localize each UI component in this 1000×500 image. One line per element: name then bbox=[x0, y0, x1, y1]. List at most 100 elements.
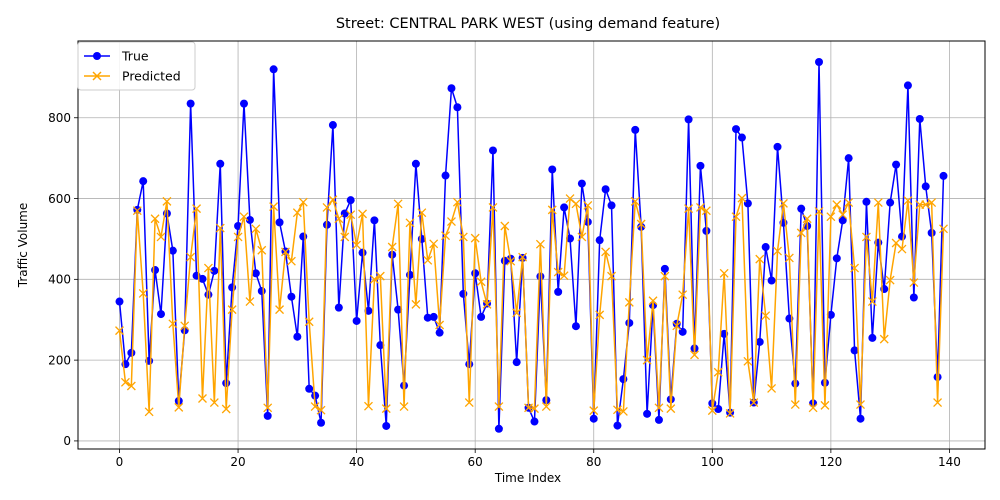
data-point-predicted bbox=[731, 212, 741, 222]
data-point-true bbox=[903, 81, 912, 90]
y-tick-label: 200 bbox=[48, 353, 71, 367]
data-point-true bbox=[156, 310, 165, 319]
data-point-true bbox=[512, 358, 521, 367]
data-point-predicted bbox=[933, 398, 943, 408]
data-point-predicted bbox=[387, 242, 397, 252]
data-point-true bbox=[376, 341, 385, 350]
data-point-predicted bbox=[583, 200, 593, 210]
data-point-true bbox=[382, 421, 391, 430]
data-point-predicted bbox=[577, 232, 587, 242]
data-point-predicted bbox=[405, 218, 415, 228]
data-point-true bbox=[477, 312, 486, 321]
data-point-predicted bbox=[903, 196, 913, 206]
data-point-predicted bbox=[808, 403, 818, 413]
data-point-true bbox=[210, 266, 219, 275]
data-point-predicted bbox=[802, 214, 812, 224]
data-point-predicted bbox=[435, 320, 445, 330]
data-point-predicted bbox=[458, 232, 468, 242]
data-point-predicted bbox=[482, 299, 492, 309]
data-point-true bbox=[797, 204, 806, 213]
data-point-true bbox=[453, 103, 462, 112]
data-point-predicted bbox=[162, 196, 172, 206]
legend-true-marker bbox=[93, 52, 101, 60]
data-point-predicted bbox=[713, 367, 723, 377]
data-point-predicted bbox=[174, 402, 184, 412]
data-point-predicted bbox=[512, 308, 522, 318]
data-point-predicted bbox=[203, 263, 213, 273]
data-point-predicted bbox=[530, 404, 539, 414]
data-point-predicted bbox=[618, 406, 628, 416]
data-point-true bbox=[755, 337, 764, 346]
data-point-predicted bbox=[310, 402, 320, 412]
data-point-true bbox=[269, 65, 278, 74]
data-point-true bbox=[761, 243, 770, 252]
data-point-true bbox=[737, 133, 746, 142]
data-point-predicted bbox=[814, 207, 824, 216]
data-point-predicted bbox=[334, 214, 344, 224]
y-tick-label: 0 bbox=[63, 434, 71, 448]
data-point-predicted bbox=[120, 377, 130, 387]
data-point-predicted bbox=[879, 334, 889, 344]
series-layer bbox=[115, 58, 948, 433]
x-tick-label: 20 bbox=[230, 455, 245, 469]
data-point-true bbox=[530, 417, 539, 426]
data-point-predicted bbox=[364, 401, 373, 411]
axis-ticks: 0 20 40 60 80 100 120 140 0 200 400 600 800 bbox=[48, 111, 961, 469]
data-point-predicted bbox=[168, 319, 178, 329]
data-point-true bbox=[560, 203, 569, 212]
data-point-predicted bbox=[684, 204, 694, 214]
data-point-true bbox=[571, 322, 580, 331]
data-point-predicted bbox=[873, 198, 883, 208]
data-point-predicted bbox=[642, 355, 652, 365]
data-point-true bbox=[228, 283, 237, 292]
data-point-predicted bbox=[672, 321, 682, 331]
data-point-true bbox=[151, 266, 160, 275]
data-point-true bbox=[554, 287, 563, 296]
data-point-predicted bbox=[328, 195, 338, 205]
x-tick-label: 140 bbox=[938, 455, 961, 469]
data-point-predicted bbox=[571, 199, 581, 209]
data-point-true bbox=[684, 115, 693, 124]
data-point-true bbox=[631, 125, 640, 134]
data-point-predicted bbox=[393, 199, 403, 209]
data-point-predicted bbox=[381, 404, 391, 414]
data-point-true bbox=[216, 159, 225, 168]
x-tick-label: 120 bbox=[819, 455, 842, 469]
data-point-predicted bbox=[601, 247, 611, 257]
data-point-true bbox=[263, 411, 272, 420]
data-point-true bbox=[435, 328, 444, 337]
data-point-true bbox=[773, 142, 782, 151]
data-point-true bbox=[275, 218, 284, 227]
data-point-true bbox=[868, 333, 877, 342]
data-point-predicted bbox=[192, 204, 202, 214]
data-point-true bbox=[127, 348, 136, 357]
data-point-predicted bbox=[518, 252, 528, 262]
data-point-true bbox=[204, 290, 213, 299]
data-point-true bbox=[566, 234, 575, 243]
data-point-predicted bbox=[867, 297, 877, 307]
data-point-true bbox=[654, 415, 663, 424]
data-point-true bbox=[334, 303, 343, 312]
data-point-true bbox=[115, 297, 124, 306]
data-point-true bbox=[317, 418, 326, 427]
data-point-predicted bbox=[607, 271, 616, 281]
legend: True Predicted bbox=[77, 41, 196, 91]
data-point-true bbox=[862, 197, 871, 206]
data-point-true bbox=[595, 236, 604, 245]
data-point-predicted bbox=[612, 405, 622, 415]
data-point-true bbox=[826, 310, 835, 319]
data-point-true bbox=[850, 346, 859, 355]
data-point-predicted bbox=[358, 209, 368, 219]
data-point-true bbox=[927, 228, 936, 237]
data-point-predicted bbox=[286, 256, 296, 266]
data-point-predicted bbox=[648, 296, 658, 306]
data-point-predicted bbox=[198, 394, 207, 403]
legend-true-label: True bbox=[121, 49, 149, 64]
data-point-predicted bbox=[856, 400, 865, 410]
data-point-predicted bbox=[654, 403, 664, 413]
data-point-predicted bbox=[144, 407, 154, 417]
data-point-true bbox=[494, 424, 503, 433]
data-point-predicted bbox=[666, 404, 676, 414]
data-point-true bbox=[186, 99, 195, 108]
data-point-true bbox=[732, 125, 741, 134]
